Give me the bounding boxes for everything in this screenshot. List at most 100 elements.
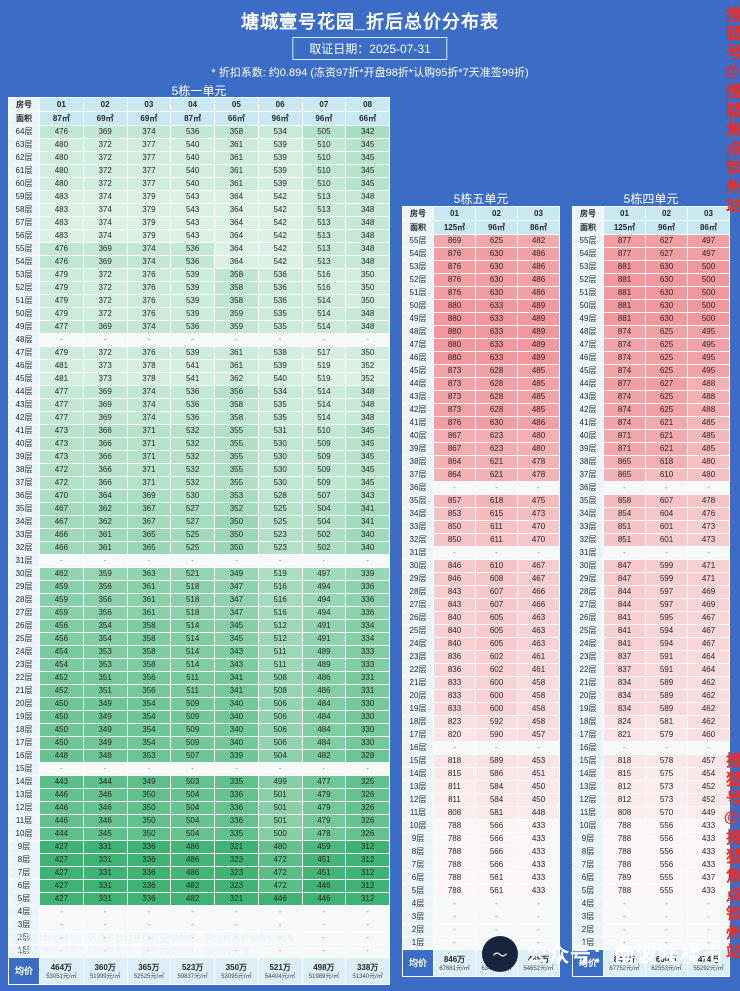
price-cell: 857 bbox=[433, 494, 476, 508]
price-cell: 340 bbox=[214, 723, 259, 737]
price-cell: 345 bbox=[214, 619, 259, 633]
price-cell: 630 bbox=[645, 299, 688, 313]
floor-label: 47层 bbox=[402, 338, 434, 352]
price-cell: 371 bbox=[126, 437, 172, 451]
price-cell: 836 bbox=[433, 663, 476, 677]
price-cell: 581 bbox=[645, 715, 688, 729]
price-cell: 350 bbox=[126, 827, 172, 841]
price-cell: 509 bbox=[170, 736, 215, 750]
floor-label: 52层 bbox=[402, 273, 434, 287]
floor-label: 43层 bbox=[572, 390, 604, 404]
floor-row: 21层 833 600 458 bbox=[402, 676, 560, 690]
price-cell: 518 bbox=[170, 606, 215, 620]
price-cell: 350 bbox=[126, 788, 172, 802]
floor-label: 26层 bbox=[572, 611, 604, 625]
price-cell: 352 bbox=[345, 359, 390, 373]
price-cell: 427 bbox=[39, 840, 84, 854]
price-cell: 873 bbox=[433, 390, 476, 404]
price-cell: - bbox=[39, 762, 84, 776]
floor-row: 2层 - - - bbox=[402, 923, 560, 937]
room-no: 01 bbox=[433, 206, 476, 221]
price-cell: 377 bbox=[126, 177, 172, 191]
price-cell: 467 bbox=[39, 502, 84, 516]
avg-unit-price: 62553元/㎡ bbox=[651, 965, 682, 972]
price-cell: 373 bbox=[82, 372, 128, 386]
floor-row: 55层 877 627 497 bbox=[572, 234, 730, 248]
floor-row: 24层 841 594 467 bbox=[572, 637, 730, 651]
price-cell: 495 bbox=[687, 351, 730, 365]
avg-unit-price: 59837元/㎡ bbox=[177, 973, 208, 980]
price-cell: 628 bbox=[475, 364, 518, 378]
price-cell: 350 bbox=[345, 281, 390, 295]
price-cell: - bbox=[214, 918, 259, 932]
price-cell: 489 bbox=[301, 658, 347, 672]
room-area: 87㎡ bbox=[39, 111, 84, 126]
price-cell: 345 bbox=[345, 138, 390, 152]
price-cell: 530 bbox=[257, 437, 303, 451]
price-cell: 374 bbox=[82, 190, 128, 204]
floor-row: 55层 869 625 482 bbox=[402, 234, 560, 248]
price-cell: - bbox=[603, 546, 646, 560]
price-cell: - bbox=[301, 944, 347, 958]
floor-row: 8层 788 556 433 bbox=[572, 845, 730, 859]
price-cell: 877 bbox=[603, 247, 646, 261]
price-cell: 504 bbox=[170, 788, 215, 802]
floor-row: 47层 874 625 495 bbox=[572, 338, 730, 352]
price-cell: 525 bbox=[257, 515, 303, 529]
price-cell: 627 bbox=[645, 234, 688, 248]
price-cell: 450 bbox=[39, 736, 84, 750]
price-cell: 789 bbox=[603, 871, 646, 885]
floor-row: 27层 459 356 361 518 347 516 494 336 bbox=[8, 606, 390, 620]
floor-label: 6层 bbox=[8, 879, 40, 893]
price-cell: 486 bbox=[517, 273, 560, 287]
price-cell: 376 bbox=[126, 294, 172, 308]
price-cell: 340 bbox=[214, 697, 259, 711]
price-cell: 369 bbox=[82, 411, 128, 425]
price-cell: 433 bbox=[517, 884, 560, 898]
floor-row: 2层 - - - bbox=[572, 923, 730, 937]
avg-cell: 498万 51989元/㎡ bbox=[301, 957, 347, 985]
floor-row: 51层 876 630 486 bbox=[402, 286, 560, 300]
floor-row: 19层 450 349 354 509 340 506 484 330 bbox=[8, 710, 390, 724]
price-cell: 326 bbox=[345, 827, 390, 841]
price-cell: 352 bbox=[345, 372, 390, 386]
price-cell: 457 bbox=[687, 754, 730, 768]
price-cell: 460 bbox=[687, 728, 730, 742]
price-cell: 323 bbox=[214, 866, 259, 880]
floor-row: 17层 821 579 460 bbox=[572, 728, 730, 742]
price-cell: 343 bbox=[214, 645, 259, 659]
floor-label: 60层 bbox=[8, 177, 40, 191]
floor-label: 19层 bbox=[402, 702, 434, 716]
price-cell: 504 bbox=[170, 801, 215, 815]
price-cell: 491 bbox=[301, 632, 347, 646]
price-cell: 355 bbox=[214, 450, 259, 464]
floor-row: 44层 873 628 485 bbox=[402, 377, 560, 391]
price-cell: 509 bbox=[301, 476, 347, 490]
floor-row: 41层 876 630 486 bbox=[402, 416, 560, 430]
price-cell: 374 bbox=[126, 385, 172, 399]
price-cell: 333 bbox=[345, 645, 390, 659]
price-cell: 521 bbox=[170, 567, 215, 581]
price-cell: 508 bbox=[257, 671, 303, 685]
floor-row: 33层 851 601 473 bbox=[572, 520, 730, 534]
price-cell: 353 bbox=[82, 658, 128, 672]
price-cell: - bbox=[345, 905, 390, 919]
price-cell: 853 bbox=[433, 507, 476, 521]
price-cell: 361 bbox=[214, 177, 259, 191]
price-cell: 510 bbox=[301, 151, 347, 165]
floor-row: 26层 840 605 463 bbox=[402, 611, 560, 625]
floor-row: 45层 873 628 485 bbox=[402, 364, 560, 378]
floor-row: 49层 881 630 500 bbox=[572, 312, 730, 326]
floor-label: 49层 bbox=[8, 320, 40, 334]
floor-label: 12层 bbox=[402, 793, 434, 807]
floor-row: 18层 824 581 462 bbox=[572, 715, 730, 729]
floor-row: 32层 850 611 470 bbox=[402, 533, 560, 547]
price-cell: 589 bbox=[645, 702, 688, 716]
price-cell: 379 bbox=[126, 190, 172, 204]
floor-row: 43层 874 625 488 bbox=[572, 390, 730, 404]
price-cell: - bbox=[126, 333, 172, 347]
price-cell: 513 bbox=[301, 229, 347, 243]
floor-label: 46层 bbox=[402, 351, 434, 365]
unit-title-building5-unit4: 5栋四单元 bbox=[623, 192, 679, 206]
floor-label: 58层 bbox=[8, 203, 40, 217]
